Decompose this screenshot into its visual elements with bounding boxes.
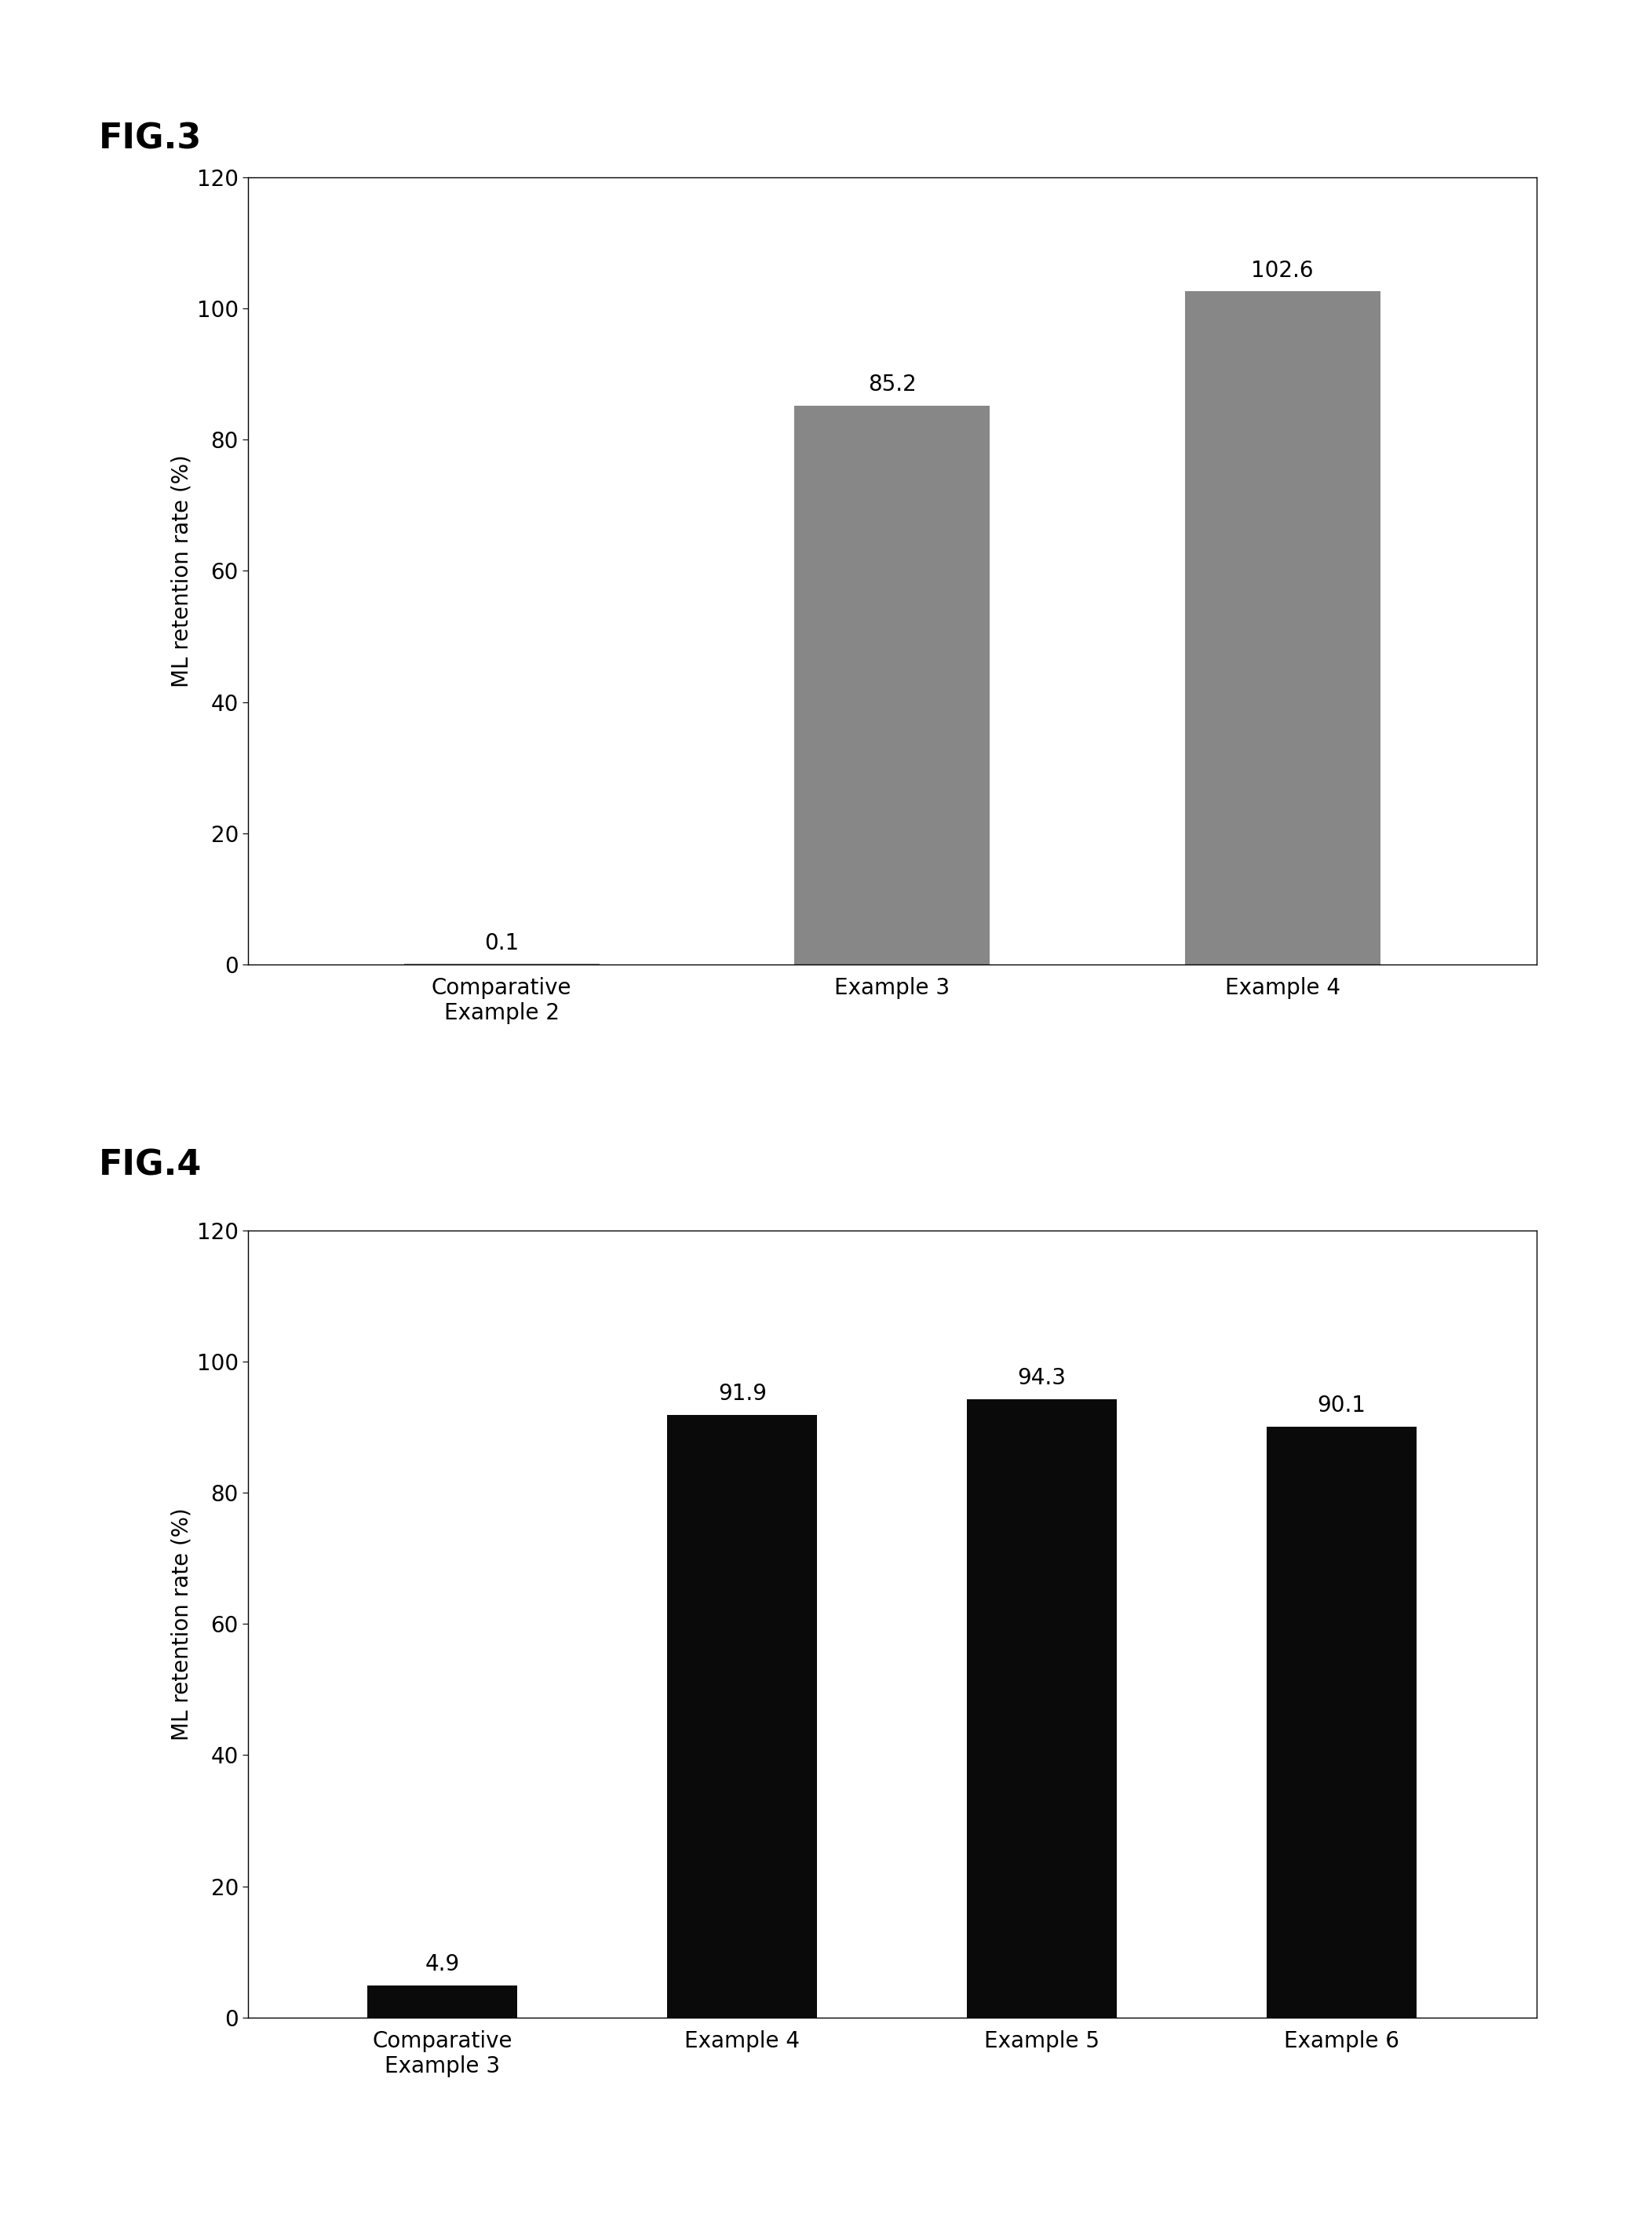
Bar bbox=[795, 406, 990, 964]
Y-axis label: ML retention rate (%): ML retention rate (%) bbox=[170, 454, 193, 687]
Text: 102.6: 102.6 bbox=[1251, 259, 1313, 282]
Bar bbox=[368, 1986, 517, 2017]
Text: 4.9: 4.9 bbox=[425, 1953, 459, 1975]
Bar bbox=[667, 1414, 818, 2017]
Text: 0.1: 0.1 bbox=[484, 931, 519, 953]
Text: 90.1: 90.1 bbox=[1317, 1394, 1366, 1417]
Bar bbox=[966, 1399, 1117, 2017]
Bar bbox=[1267, 1426, 1416, 2017]
Text: 85.2: 85.2 bbox=[867, 375, 917, 397]
Text: 94.3: 94.3 bbox=[1018, 1368, 1066, 1390]
Text: 91.9: 91.9 bbox=[719, 1383, 767, 1406]
Text: FIG.3: FIG.3 bbox=[99, 122, 202, 155]
Bar bbox=[1184, 290, 1379, 964]
Text: FIG.4: FIG.4 bbox=[99, 1148, 202, 1182]
Y-axis label: ML retention rate (%): ML retention rate (%) bbox=[170, 1508, 193, 1740]
